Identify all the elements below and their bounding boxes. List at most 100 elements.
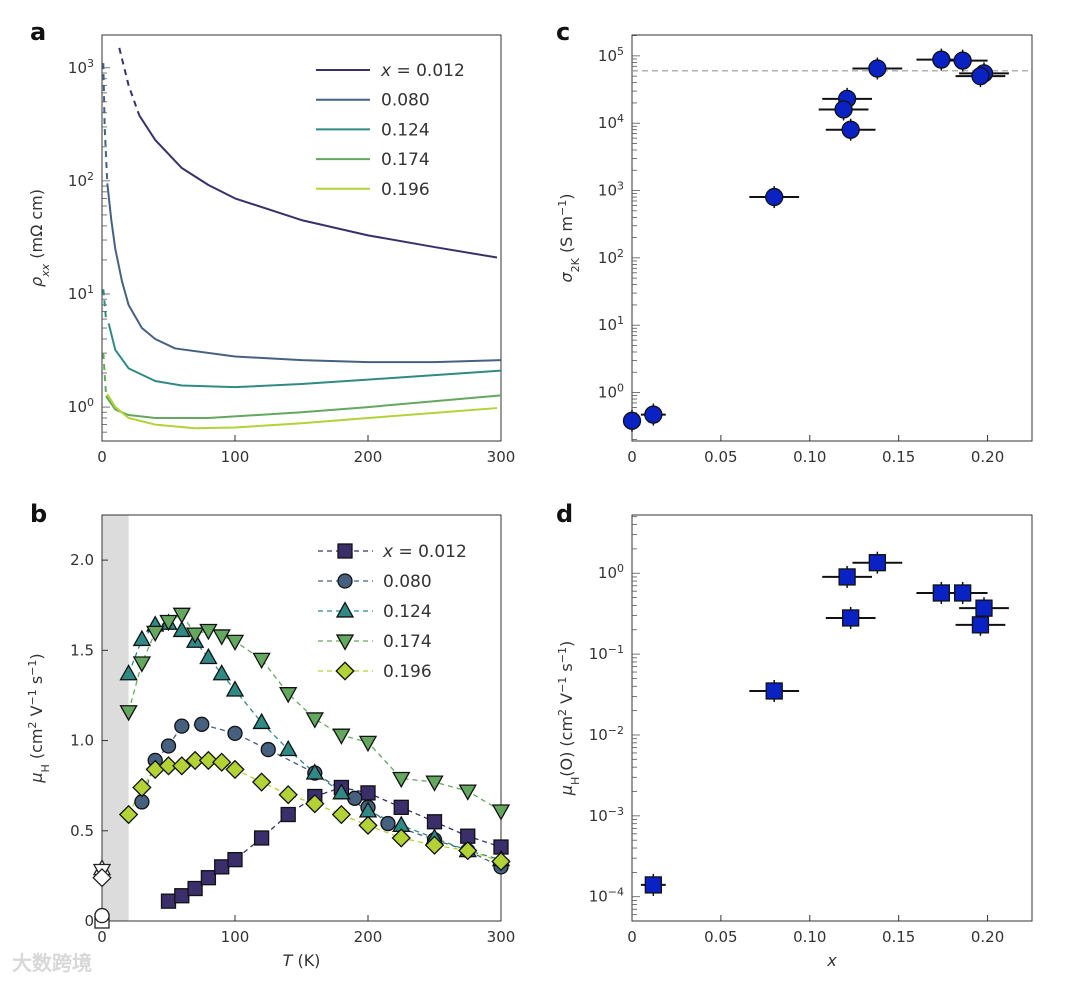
data-point (119, 705, 138, 722)
data-point (172, 607, 191, 624)
label-part: (S m (557, 216, 576, 258)
x-tick-label: 0.05 (704, 448, 737, 466)
data-point (198, 750, 219, 771)
legend-marker (335, 634, 355, 651)
data-point (358, 735, 378, 753)
label-part: x (382, 542, 394, 562)
data-point (252, 712, 271, 730)
series-line (127, 622, 502, 861)
label-part: 2 (556, 709, 569, 716)
data-point (251, 772, 272, 792)
series-line (107, 323, 502, 389)
data-point (868, 59, 887, 78)
series-dashed-extension (102, 63, 109, 184)
series-line (138, 114, 498, 259)
plot-frame (631, 514, 1033, 922)
x-tick-label: 0 (97, 928, 107, 946)
label-part: −3 (608, 804, 624, 817)
plot-frame (101, 34, 502, 442)
y-tick-label: 10−4 (589, 885, 624, 906)
data-point (305, 763, 324, 780)
label-part: 10 (589, 888, 608, 906)
label-part: ) (557, 194, 576, 200)
y-tick-label: 100 (68, 396, 94, 417)
label-part: ) (27, 653, 46, 659)
data-point (971, 66, 990, 86)
zero-T-extrapolated-point (92, 868, 112, 888)
label-part: ) (557, 641, 576, 647)
data-point (253, 830, 270, 846)
data-point (393, 799, 409, 815)
data-point (868, 554, 886, 572)
data-point (358, 815, 378, 836)
x-tick-label: 200 (354, 448, 383, 466)
label-part: σ (557, 271, 576, 282)
series-dashed-extension (118, 47, 141, 116)
y-tick-label: 0.5 (70, 822, 94, 840)
data-point (199, 623, 218, 641)
label-part: 10 (598, 316, 617, 334)
data-point (305, 712, 324, 729)
data-point (491, 851, 511, 872)
data-point (622, 411, 642, 430)
data-point (200, 870, 217, 886)
data-point (260, 741, 276, 758)
label-part: H (569, 777, 582, 785)
label-part: x (380, 61, 392, 81)
data-point (932, 50, 951, 69)
y-tick-label: 10−3 (589, 804, 624, 825)
label-part: s (27, 676, 46, 689)
data-point (132, 656, 152, 673)
y-tick-label: 101 (598, 314, 624, 335)
legend-label: 0.174 (381, 150, 430, 170)
y-tick-label: 102 (598, 246, 624, 267)
data-point (644, 405, 663, 424)
legend-marker (337, 543, 353, 559)
watermark: 大数跨境 (12, 951, 92, 975)
data-point (172, 620, 191, 638)
label-part: H (39, 764, 52, 772)
label-part: 0 (617, 562, 624, 575)
label-part: −1 (556, 200, 569, 216)
data-point (158, 756, 179, 776)
y-tick-label: 104 (598, 112, 624, 133)
label-part: 10 (68, 398, 87, 416)
label-part: s (557, 663, 576, 676)
label-part: 10 (589, 807, 608, 825)
legend-label: 0.124 (383, 602, 432, 622)
data-point (225, 759, 245, 780)
legend-label: 0.080 (383, 572, 432, 592)
data-point (146, 625, 165, 643)
data-point (975, 599, 993, 617)
legend-marker (337, 573, 353, 589)
y-axis-label: μH (cm2 V−1 s−1) (26, 653, 52, 783)
data-point (491, 804, 511, 821)
label-part: −1 (26, 660, 39, 676)
x-tick-label: 200 (354, 928, 383, 946)
data-point (212, 629, 231, 646)
x-tick-label: 300 (487, 448, 516, 466)
series-line (127, 613, 502, 812)
label-part: 10 (598, 249, 617, 267)
label-part: −2 (608, 723, 624, 736)
data-point (971, 616, 990, 634)
data-point (280, 806, 296, 823)
label-part: 10 (598, 47, 617, 65)
data-point (160, 738, 177, 754)
label-part: 10 (598, 384, 617, 402)
legend-label: x = 0.012 (380, 61, 465, 81)
label-part: 4 (617, 112, 624, 125)
panel-letter: b (30, 500, 47, 528)
y-axis-label: ρxx (mΩ cm) (27, 189, 52, 287)
data-point (279, 739, 298, 757)
y-tick-label: 10−2 (589, 723, 624, 744)
label-part: 10 (68, 285, 87, 303)
label-part: ρ (27, 277, 46, 287)
label-part: −1 (608, 643, 624, 656)
data-point (172, 756, 192, 776)
label-part: (O) (cm (557, 716, 576, 777)
label-part: (K) (292, 951, 320, 970)
data-point (842, 609, 860, 627)
